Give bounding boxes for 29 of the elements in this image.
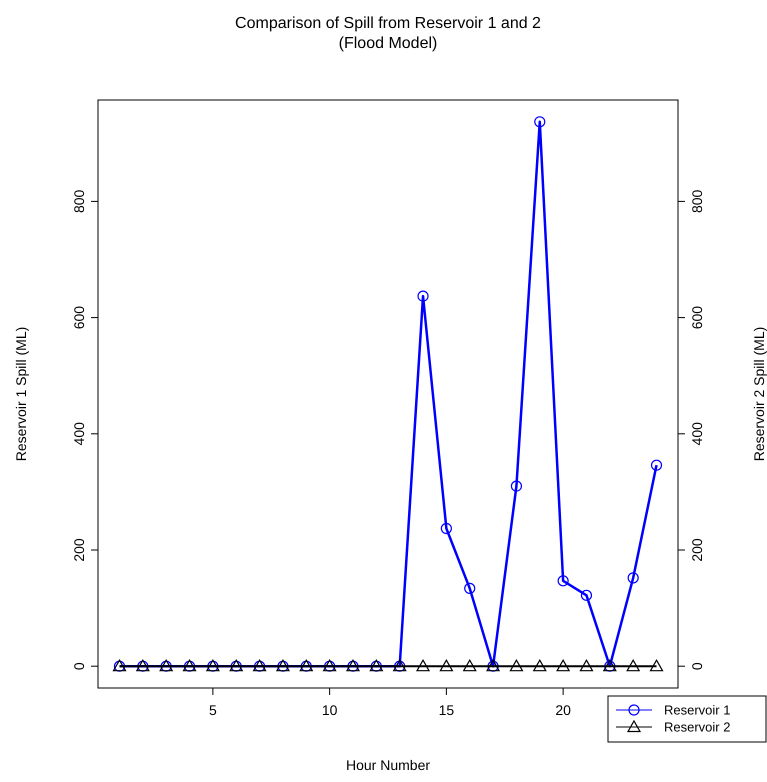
chart-title: Comparison of Spill from Reservoir 1 and 2 (Flood Model) [235, 15, 542, 52]
y-tick-label: 0 [71, 662, 87, 670]
y-tick-label: 400 [71, 422, 87, 446]
y2-tick-label: 600 [689, 306, 705, 330]
point [580, 590, 592, 601]
point [558, 575, 569, 586]
legend-label: Reservoir 2 [664, 720, 730, 734]
x-tick-label: 15 [438, 702, 454, 718]
point [417, 290, 429, 302]
y-axis-title: Reservoir 1 Spill (ML) [13, 326, 29, 462]
legend-label: Reservoir 1 [664, 702, 730, 718]
point [628, 572, 639, 584]
y2-tick-label: 200 [689, 538, 705, 562]
y2-tick-label: 400 [689, 422, 705, 446]
y-tick-label: 600 [71, 306, 87, 330]
point [650, 460, 662, 471]
y2-tick-label: 800 [689, 189, 705, 214]
x-tick-label: 5 [208, 702, 217, 718]
y-tick-label: 200 [71, 538, 87, 562]
x-tick-label: 10 [322, 702, 338, 718]
point [534, 116, 546, 128]
y2-tick-label: 0 [689, 662, 705, 670]
point [464, 582, 476, 594]
x-axis-title: Hour Number [346, 757, 430, 773]
y2-axis-title: Reservoir 2 Spill (ML) [751, 326, 767, 462]
x-tick-label: 20 [555, 702, 572, 718]
point [510, 480, 522, 492]
point [440, 522, 452, 534]
y-tick-label: 800 [71, 189, 87, 214]
